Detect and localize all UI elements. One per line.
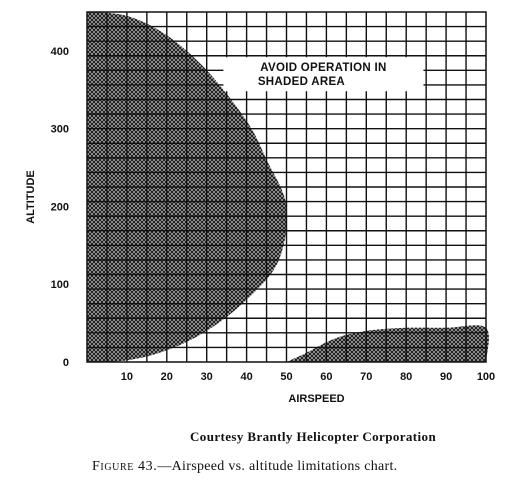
x-tick-label: 100	[477, 371, 495, 383]
plot-frame	[86, 11, 487, 363]
x-tick-label: 60	[320, 371, 332, 383]
caption-text: —Airspeed vs. altitude limitations chart…	[157, 459, 398, 474]
annotation: AVOID OPERATION IN SHADED AREA	[223, 57, 424, 92]
x-tick-label: 90	[440, 371, 452, 383]
figure-label: Figure 43.	[92, 459, 158, 474]
x-axis-title: AIRSPEED	[288, 393, 344, 405]
annotation-line: AVOID OPERATION IN	[260, 62, 386, 74]
tick-labels: 10 20 30 40 50 60 70 80 90 100 0 100 200 300 400	[51, 46, 496, 383]
x-tick-label: 40	[240, 371, 252, 383]
y-tick-label: 0	[63, 357, 69, 369]
x-tick-label: 30	[201, 371, 213, 383]
y-tick-label: 400	[51, 46, 69, 58]
x-tick-label: 80	[400, 371, 412, 383]
y-tick-label: 100	[51, 279, 69, 291]
figure-caption: Figure 43.—Airspeed vs. altitude limitat…	[92, 459, 398, 475]
credit-line: Courtesy Brantly Helicopter Corporation	[190, 429, 437, 444]
annotation-line: SHADED AREA	[258, 76, 345, 88]
y-tick-label: 300	[51, 124, 69, 136]
shaded-region-2	[286, 325, 489, 362]
y-axis-title: ALTITUDE	[25, 170, 37, 224]
x-tick-label: 10	[121, 371, 133, 383]
x-tick-label: 50	[280, 371, 292, 383]
x-tick-label: 70	[360, 371, 372, 383]
y-tick-label: 200	[51, 201, 69, 213]
x-tick-label: 20	[161, 371, 173, 383]
annotation-box	[223, 57, 424, 92]
